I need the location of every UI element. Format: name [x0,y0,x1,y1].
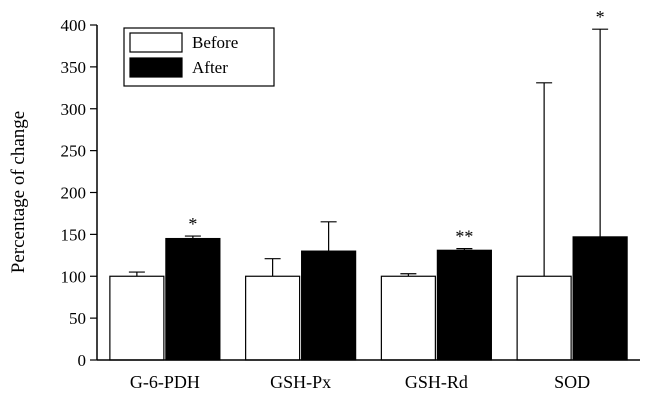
bar-after [436,249,492,361]
significance-marker: * [188,214,197,234]
y-tick-label: 300 [61,100,87,119]
bar-before [380,275,436,361]
legend-swatch-before [129,32,183,53]
bar-before [245,275,301,361]
legend-label-before: Before [192,33,238,52]
y-tick-label: 150 [61,225,87,244]
x-tick-label: GSH-Rd [405,372,468,392]
y-tick-label: 0 [78,351,87,370]
significance-marker: * [596,7,605,27]
y-tick-label: 50 [69,309,86,328]
significance-marker: ** [455,227,473,247]
x-tick-label: GSH-Px [270,372,331,392]
bar-after [572,236,628,361]
plot-area: G-6-PDH GSH-Px GSH-Rd SOD****05010015020025… [61,7,640,392]
y-axis-title: Percentage of change [8,111,29,273]
legend-swatch-after [129,57,183,78]
bar-before [109,275,165,361]
y-tick-label: 200 [61,184,87,203]
legend-label-after: After [192,58,228,77]
x-tick-label: G-6-PDH [130,372,200,392]
bar-after [165,237,221,361]
y-tick-label: 250 [61,142,87,161]
x-tick-label: SOD [554,372,590,392]
bar-after [301,250,357,361]
y-tick-label: 100 [61,267,87,286]
y-tick-label: 350 [61,58,87,77]
bar-before [516,275,572,361]
y-tick-label: 400 [61,16,87,35]
